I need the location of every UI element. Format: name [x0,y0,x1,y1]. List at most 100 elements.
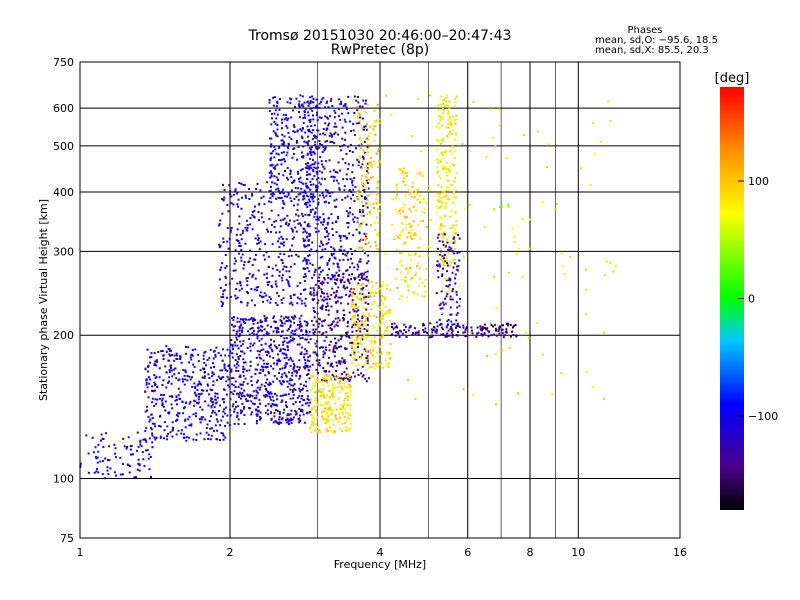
data-point [333,431,336,434]
data-point [308,225,311,228]
data-point [302,215,304,218]
data-point [589,183,592,186]
data-point [337,339,340,342]
data-point [444,297,446,300]
data-point [440,312,443,315]
data-point [287,281,290,284]
data-point [328,349,331,352]
data-point [302,227,305,230]
data-point [234,294,237,297]
data-point [220,378,222,380]
data-point [341,411,344,414]
data-point [366,350,369,353]
data-point [279,348,282,351]
data-point [329,100,332,103]
data-point [427,254,430,257]
data-point [308,204,311,207]
data-point [456,251,459,254]
data-point [309,411,312,413]
data-point [269,164,272,167]
data-point [422,219,425,222]
data-point [307,373,310,375]
data-point [436,148,439,151]
data-point [336,311,339,314]
data-point [362,273,365,276]
data-point [280,418,283,421]
data-point [358,144,360,147]
data-point [151,417,154,419]
data-point [348,232,351,235]
data-point [255,368,258,371]
data-point [222,183,224,186]
data-point [216,396,219,399]
data-point [236,282,239,285]
data-point [585,268,587,271]
data-point [316,178,318,181]
data-point [277,327,280,330]
data-point [412,331,414,334]
data-point [283,158,285,161]
data-point [347,396,350,399]
data-point [336,364,339,367]
data-point [308,232,311,235]
data-point [293,220,296,223]
data-point [173,373,176,376]
data-point [237,356,240,359]
data-point [374,363,377,366]
data-point [274,280,277,283]
data-point [312,383,315,386]
data-point [253,333,256,336]
data-point [191,349,194,351]
data-point [321,143,323,146]
data-point [294,105,296,108]
data-point [372,362,375,365]
data-point [302,288,305,291]
data-point [266,378,269,381]
data-point [305,338,308,341]
data-point [219,404,222,407]
data-point [279,324,282,327]
data-point [339,278,342,281]
data-point [470,329,473,332]
data-point [155,364,158,367]
data-point [269,176,272,179]
data-point [267,230,269,233]
data-point [466,326,468,329]
data-point [292,363,295,365]
data-point [349,378,352,381]
data-point [236,353,239,356]
data-point [321,415,324,418]
data-point [449,150,451,153]
data-point [87,452,90,455]
data-point [316,291,319,294]
data-point [342,276,345,279]
data-point [313,417,316,420]
data-point [324,160,327,163]
data-point [268,218,271,220]
data-point [235,366,238,369]
data-point [296,158,299,161]
data-point [365,361,368,364]
data-point [365,223,368,226]
data-point [318,322,321,325]
data-point [364,137,367,140]
data-point [396,193,399,196]
data-point [313,124,316,127]
data-point [205,364,207,367]
data-point [257,241,260,244]
data-point [318,146,321,149]
data-point [305,203,308,206]
data-point [449,295,452,298]
data-point [286,167,289,169]
data-point [237,205,239,208]
data-point [164,400,167,403]
data-point [339,100,342,103]
data-point [270,223,273,226]
data-point [256,363,259,366]
data-point [195,433,198,436]
data-point [128,465,131,467]
data-point [341,158,344,161]
data-point [292,236,295,239]
data-point [365,179,368,182]
data-point [230,370,233,373]
